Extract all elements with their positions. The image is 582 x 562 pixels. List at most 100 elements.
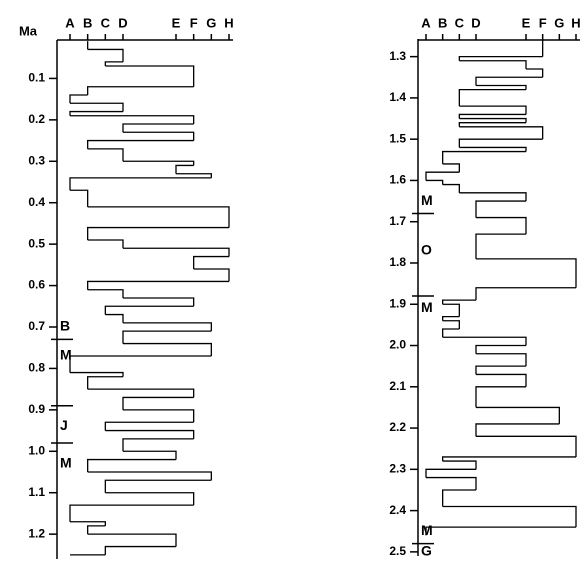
zone-label: M xyxy=(60,347,72,363)
step-segment xyxy=(459,126,544,140)
step-segment xyxy=(475,76,543,86)
y-tick-label: 2.1 xyxy=(389,379,406,393)
step-segment xyxy=(475,233,526,259)
step-segment xyxy=(442,150,526,164)
step-segment xyxy=(123,131,195,141)
y-tick-label: 0.6 xyxy=(28,278,45,292)
step-segment xyxy=(459,60,527,70)
step-segment xyxy=(87,280,229,290)
step-segment xyxy=(123,322,212,332)
step-segment xyxy=(87,388,195,398)
step-segment xyxy=(476,435,577,457)
y-tick-label: 1.7 xyxy=(389,214,406,228)
zone-label: M xyxy=(421,299,433,315)
x-tick-label: H xyxy=(571,15,580,30)
zone-label: M xyxy=(421,522,433,538)
step-segment xyxy=(425,171,460,181)
zone-label: O xyxy=(421,241,432,257)
step-segment xyxy=(476,216,527,235)
step-segment xyxy=(69,504,194,522)
step-segment xyxy=(69,110,123,116)
step-segment xyxy=(104,545,176,555)
x-tick-label: F xyxy=(190,15,198,30)
y-tick-label: 1.9 xyxy=(389,296,406,310)
step-segment xyxy=(87,226,229,240)
step-segment xyxy=(123,450,177,460)
step-segment xyxy=(442,456,576,462)
step-segment xyxy=(442,489,476,507)
step-segment xyxy=(193,255,229,269)
x-tick-label: G xyxy=(554,15,564,30)
x-tick-label: C xyxy=(101,15,111,30)
step-segment xyxy=(104,479,212,493)
step-segment xyxy=(458,138,543,148)
y-tick-label: 0.8 xyxy=(28,361,45,375)
step-segment xyxy=(87,525,106,535)
step-segment xyxy=(458,122,526,127)
step-segment xyxy=(476,84,527,90)
step-segment xyxy=(475,386,526,408)
step-segment xyxy=(87,139,194,149)
x-tick-label: D xyxy=(118,15,127,30)
step-segment xyxy=(87,289,124,298)
y-tick-label: 1.0 xyxy=(28,443,45,457)
step-segment xyxy=(459,105,527,115)
step-segment xyxy=(70,521,106,526)
step-segment xyxy=(475,344,526,354)
step-segment xyxy=(123,409,195,423)
y-tick-label: 2.2 xyxy=(389,420,406,434)
step-segment xyxy=(475,423,560,437)
x-tick-label: H xyxy=(224,15,233,30)
x-tick-label: B xyxy=(438,15,447,30)
step-segment xyxy=(193,268,230,282)
step-segment xyxy=(426,476,477,490)
y-tick-label: 2.0 xyxy=(389,338,406,352)
y-tick-label: 1.1 xyxy=(28,485,45,499)
step-segment xyxy=(69,94,88,104)
step-segment xyxy=(526,68,544,78)
step-segment xyxy=(123,247,230,257)
step-segment xyxy=(458,89,526,107)
step-segment xyxy=(175,164,194,174)
step-segment xyxy=(104,61,123,66)
step-segment xyxy=(475,365,526,375)
x-tick-label: C xyxy=(455,15,465,30)
x-tick-label: E xyxy=(172,15,181,30)
x-tick-label: A xyxy=(65,15,75,30)
step-segment xyxy=(459,192,527,202)
step-segment xyxy=(476,406,560,424)
step-segment xyxy=(70,371,124,377)
step-segment xyxy=(105,492,195,506)
step-segment xyxy=(123,297,195,307)
step-segment xyxy=(123,342,212,356)
y-tick-label: 2.5 xyxy=(389,544,406,558)
step-segment xyxy=(105,65,195,87)
step-segment xyxy=(70,115,195,124)
x-tick-label: E xyxy=(522,15,531,30)
step-segment xyxy=(87,471,212,481)
step-segment xyxy=(442,183,460,193)
step-segment xyxy=(442,320,460,330)
step-segment xyxy=(458,55,543,61)
step-segment xyxy=(104,421,194,431)
step-segment xyxy=(122,438,194,452)
step-segment xyxy=(122,396,194,410)
step-segment xyxy=(122,123,194,133)
step-segment xyxy=(87,148,124,162)
x-tick-label: B xyxy=(83,15,92,30)
step-segment xyxy=(87,86,194,95)
step-segment xyxy=(87,458,176,472)
y-tick-label: 1.8 xyxy=(389,255,406,269)
y-tick-label: 2.3 xyxy=(389,462,406,476)
step-segment xyxy=(176,173,212,178)
y-tick-label: 0.2 xyxy=(28,112,45,126)
step-segment xyxy=(87,206,230,228)
x-tick-label: A xyxy=(421,15,431,30)
y-tick-label: 2.4 xyxy=(389,503,406,517)
step-segment xyxy=(105,429,195,439)
x-tick-label: D xyxy=(471,15,480,30)
step-segment xyxy=(442,460,477,470)
x-tick-label: G xyxy=(206,15,216,30)
step-segment xyxy=(475,200,526,218)
